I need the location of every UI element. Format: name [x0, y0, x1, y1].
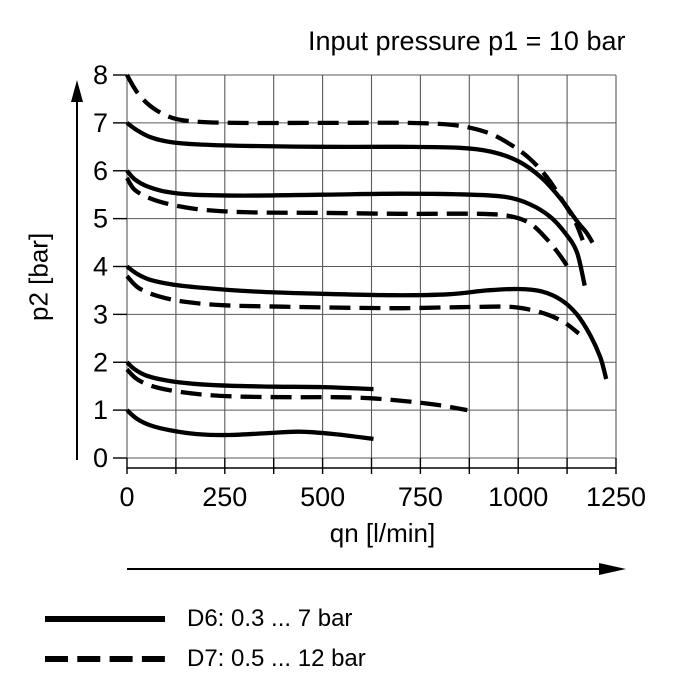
x-axis-label: qn [l/min]: [329, 518, 436, 548]
legend-label-d7: D7: 0.5 ... 12 bar: [187, 645, 366, 672]
curve-d7-curve-1: [125, 73, 585, 242]
solid-line-sample: [45, 616, 165, 622]
legend: D6: 0.3 ... 7 bar D7: 0.5 ... 12 bar: [45, 604, 366, 684]
svg-text:250: 250: [202, 482, 247, 512]
svg-text:0: 0: [119, 482, 134, 512]
legend-item-d7: D7: 0.5 ... 12 bar: [45, 644, 366, 674]
svg-text:4: 4: [93, 252, 108, 282]
svg-text:3: 3: [93, 299, 108, 329]
dashed-line-sample: [45, 656, 165, 662]
svg-text:6: 6: [93, 156, 108, 186]
svg-text:1250: 1250: [586, 482, 646, 512]
curve-d7-curve-2: [125, 176, 571, 271]
svg-text:0: 0: [93, 443, 108, 473]
curve-d6-curve-4: [125, 360, 374, 392]
chart-title: Input pressure p1 = 10 bar: [308, 26, 626, 56]
legend-item-d6: D6: 0.3 ... 7 bar: [45, 604, 366, 634]
curve-d6-curve-2: [125, 169, 587, 287]
svg-text:8: 8: [93, 60, 108, 90]
svg-text:1000: 1000: [488, 482, 548, 512]
svg-text:500: 500: [300, 482, 345, 512]
svg-text:750: 750: [398, 482, 443, 512]
curve-d6-curve-3: [125, 264, 609, 380]
svg-text:7: 7: [93, 108, 108, 138]
svg-text:2: 2: [93, 347, 108, 377]
curve-d7-curve-3: [125, 274, 581, 336]
curve-d6-curve-5: [125, 408, 374, 442]
curve-d6-curve-1: [125, 121, 595, 244]
legend-label-d6: D6: 0.3 ... 7 bar: [187, 605, 353, 632]
curve-d7-curve-4: [125, 367, 468, 413]
svg-text:1: 1: [93, 395, 108, 425]
svg-text:5: 5: [93, 204, 108, 234]
